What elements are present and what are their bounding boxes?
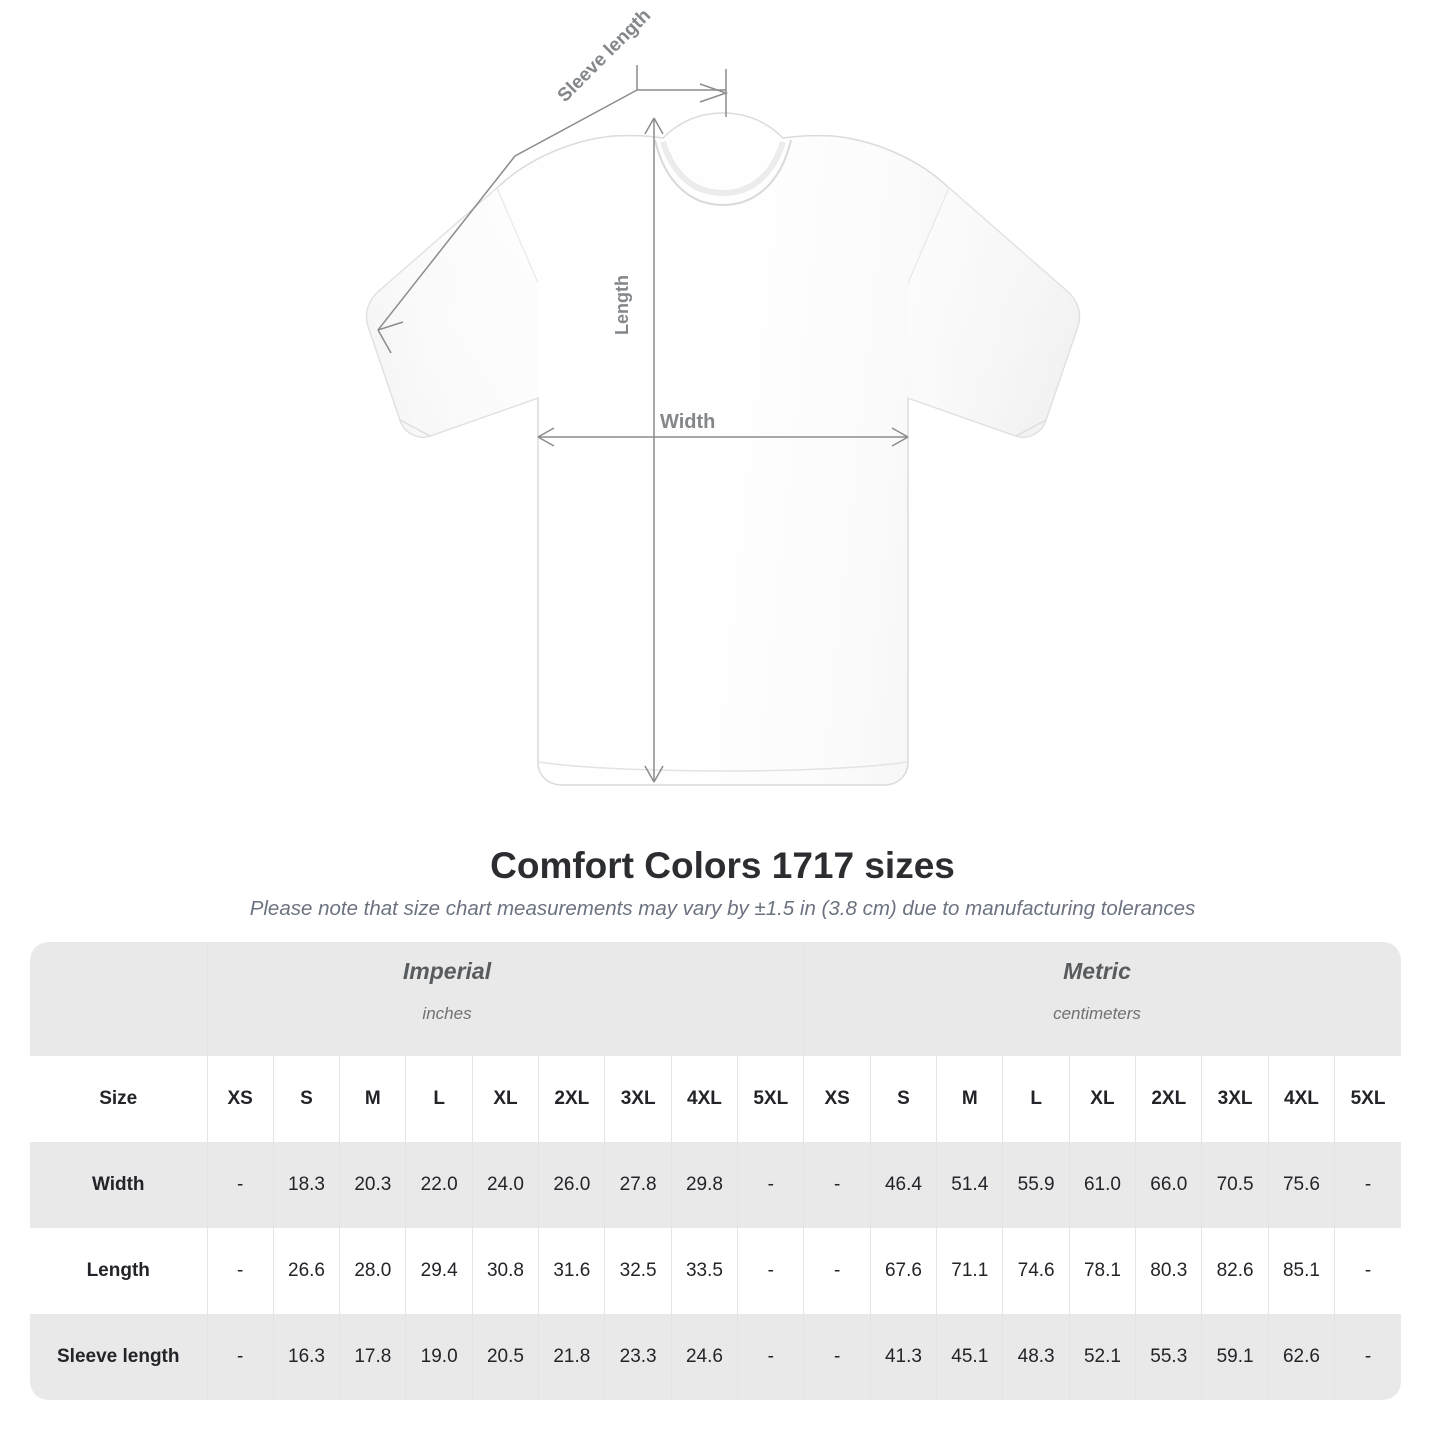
svg-text:Length: Length	[612, 275, 632, 335]
svg-text:Width: Width	[660, 411, 715, 433]
svg-text:Sleeve length: Sleeve length	[554, 5, 655, 106]
